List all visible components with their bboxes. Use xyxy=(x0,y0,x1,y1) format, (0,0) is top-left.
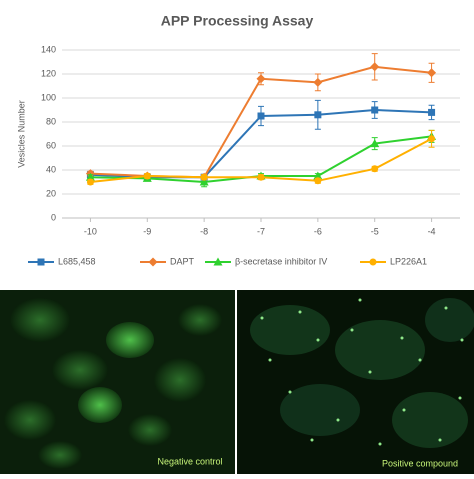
legend-label: LP226A1 xyxy=(390,256,427,266)
marker xyxy=(257,112,265,120)
y-tick-label: 100 xyxy=(41,92,56,102)
marker xyxy=(257,173,265,181)
y-tick-label: 120 xyxy=(41,68,56,78)
marker xyxy=(428,135,436,143)
x-tick-label: -7 xyxy=(257,226,265,236)
marker xyxy=(85,172,95,181)
marker xyxy=(213,257,223,266)
marker xyxy=(256,74,266,84)
marker xyxy=(200,173,208,181)
x-tick-label: -9 xyxy=(143,226,151,236)
marker xyxy=(371,165,379,173)
x-tick-label: -5 xyxy=(371,226,379,236)
y-tick-label: 140 xyxy=(41,44,56,54)
marker xyxy=(314,111,322,119)
marker xyxy=(371,106,379,114)
marker xyxy=(314,177,322,185)
marker xyxy=(313,171,323,180)
x-tick-label: -10 xyxy=(84,226,97,236)
y-axis-label: Vesicles Number xyxy=(16,100,26,168)
marker xyxy=(428,108,436,116)
y-tick-label: 80 xyxy=(46,116,56,126)
marker xyxy=(148,257,158,267)
marker xyxy=(427,68,437,78)
x-tick-label: -8 xyxy=(200,226,208,236)
legend-label: DAPT xyxy=(170,256,195,266)
chart-title: APP Processing Assay xyxy=(161,13,314,29)
marker xyxy=(37,258,45,266)
marker xyxy=(313,77,323,87)
legend-label: β-secretase inhibitor IV xyxy=(235,256,327,266)
image-label: Positive compound xyxy=(382,458,458,468)
y-tick-label: 60 xyxy=(46,140,56,150)
y-tick-label: 0 xyxy=(51,212,56,222)
image-left xyxy=(0,290,235,474)
y-tick-label: 40 xyxy=(46,164,56,174)
x-tick-label: -6 xyxy=(314,226,322,236)
image-label: Negative control xyxy=(157,456,222,466)
marker xyxy=(369,258,377,266)
marker xyxy=(370,139,380,148)
marker xyxy=(370,62,380,72)
marker xyxy=(143,172,151,180)
image-right xyxy=(237,290,474,474)
y-tick-label: 20 xyxy=(46,188,56,198)
legend-label: L685,458 xyxy=(58,256,96,266)
x-tick-label: -4 xyxy=(428,226,436,236)
marker xyxy=(86,178,94,186)
marker xyxy=(199,177,209,186)
